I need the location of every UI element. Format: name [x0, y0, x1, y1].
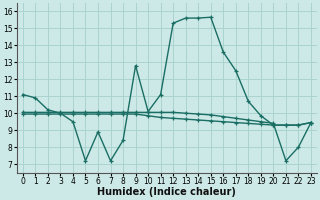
X-axis label: Humidex (Indice chaleur): Humidex (Indice chaleur) — [98, 187, 236, 197]
